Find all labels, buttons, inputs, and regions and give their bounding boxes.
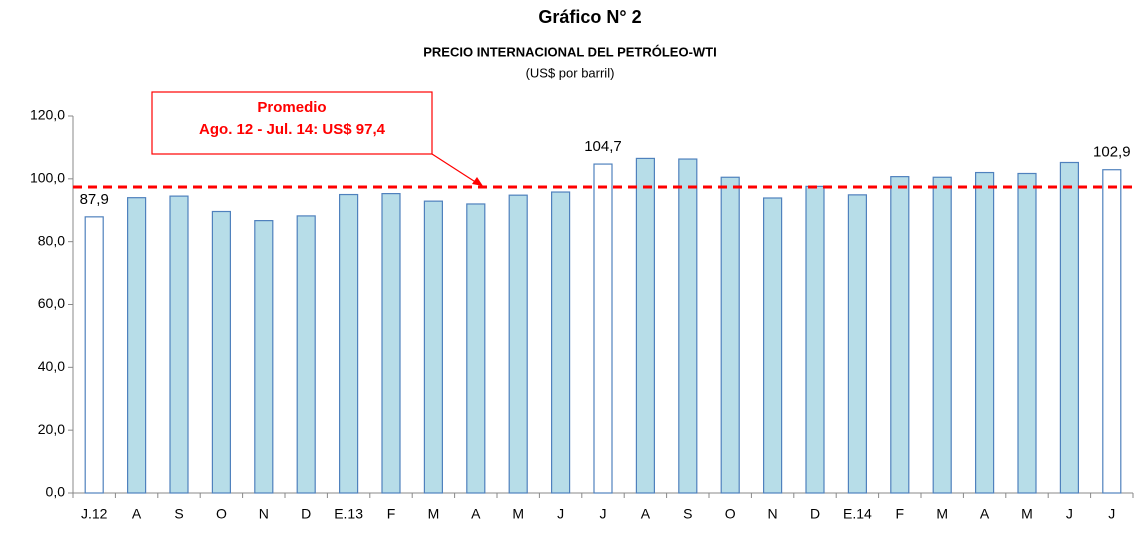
x-tick-label: F [896,506,905,522]
annotation-box [151,91,433,155]
bar [1102,169,1122,494]
arrow-head [472,177,483,187]
bar [550,191,571,494]
x-tick-label: A [132,506,142,522]
x-tick-label: D [301,506,311,522]
x-tick-label: J [1066,506,1073,522]
bar [932,176,952,494]
x-tick-label: A [471,506,481,522]
bar [466,203,486,494]
bar [339,193,359,494]
x-tick-label: M [936,506,948,522]
bar [593,163,613,494]
bar [1059,161,1080,494]
x-tick-label: M [512,506,524,522]
bar [381,192,401,494]
bar [635,157,656,494]
bar [720,176,740,494]
y-tick-label: 20,0 [38,421,65,437]
y-tick-label: 0,0 [46,484,66,500]
annotation-text: Ago. 12 - Jul. 14: US$ 97,4 [199,121,386,138]
chart-units: (US$ por barril) [526,65,615,80]
bar [296,215,316,494]
x-tick-label: J.12 [81,506,108,522]
x-tick-label: J [1108,506,1115,522]
x-tick-label: N [259,506,269,522]
bar [508,194,528,494]
bar [126,197,147,494]
x-tick-label: F [387,506,396,522]
y-tick-label: 80,0 [38,232,65,248]
x-tick-label: J [600,506,607,522]
chart-title: Gráfico N° 2 [538,7,641,27]
bar [805,185,825,494]
bar [254,220,274,494]
x-tick-label: E.14 [843,506,872,522]
x-tick-label: M [1021,506,1033,522]
value-label: 87,9 [80,191,109,208]
x-tick-label: O [216,506,227,522]
bar [890,176,910,494]
value-label: 104,7 [584,138,622,155]
y-tick-label: 100,0 [30,170,65,186]
x-tick-label: E.13 [334,506,363,522]
bar [847,194,868,494]
annotation-text: Promedio [257,99,326,116]
x-tick-label: A [980,506,990,522]
bar [169,195,189,494]
x-tick-label: J [557,506,564,522]
bar [423,200,443,494]
y-tick-label: 40,0 [38,358,65,374]
x-tick-label: A [641,506,651,522]
bar [211,210,231,494]
x-tick-label: O [725,506,736,522]
x-tick-label: N [768,506,778,522]
y-tick-label: 120,0 [30,107,65,123]
y-tick-label: 60,0 [38,295,65,311]
bar [1017,172,1037,494]
x-tick-label: S [174,506,183,522]
bar [762,197,783,494]
bar [84,216,104,494]
x-tick-label: M [428,506,440,522]
chart-subtitle: PRECIO INTERNACIONAL DEL PETRÓLEO-WTI [423,44,716,59]
x-tick-label: S [683,506,692,522]
annotation-arrow [431,153,478,184]
bar [974,171,995,494]
value-label: 102,9 [1093,144,1131,161]
bar [678,158,698,494]
x-tick-label: D [810,506,820,522]
